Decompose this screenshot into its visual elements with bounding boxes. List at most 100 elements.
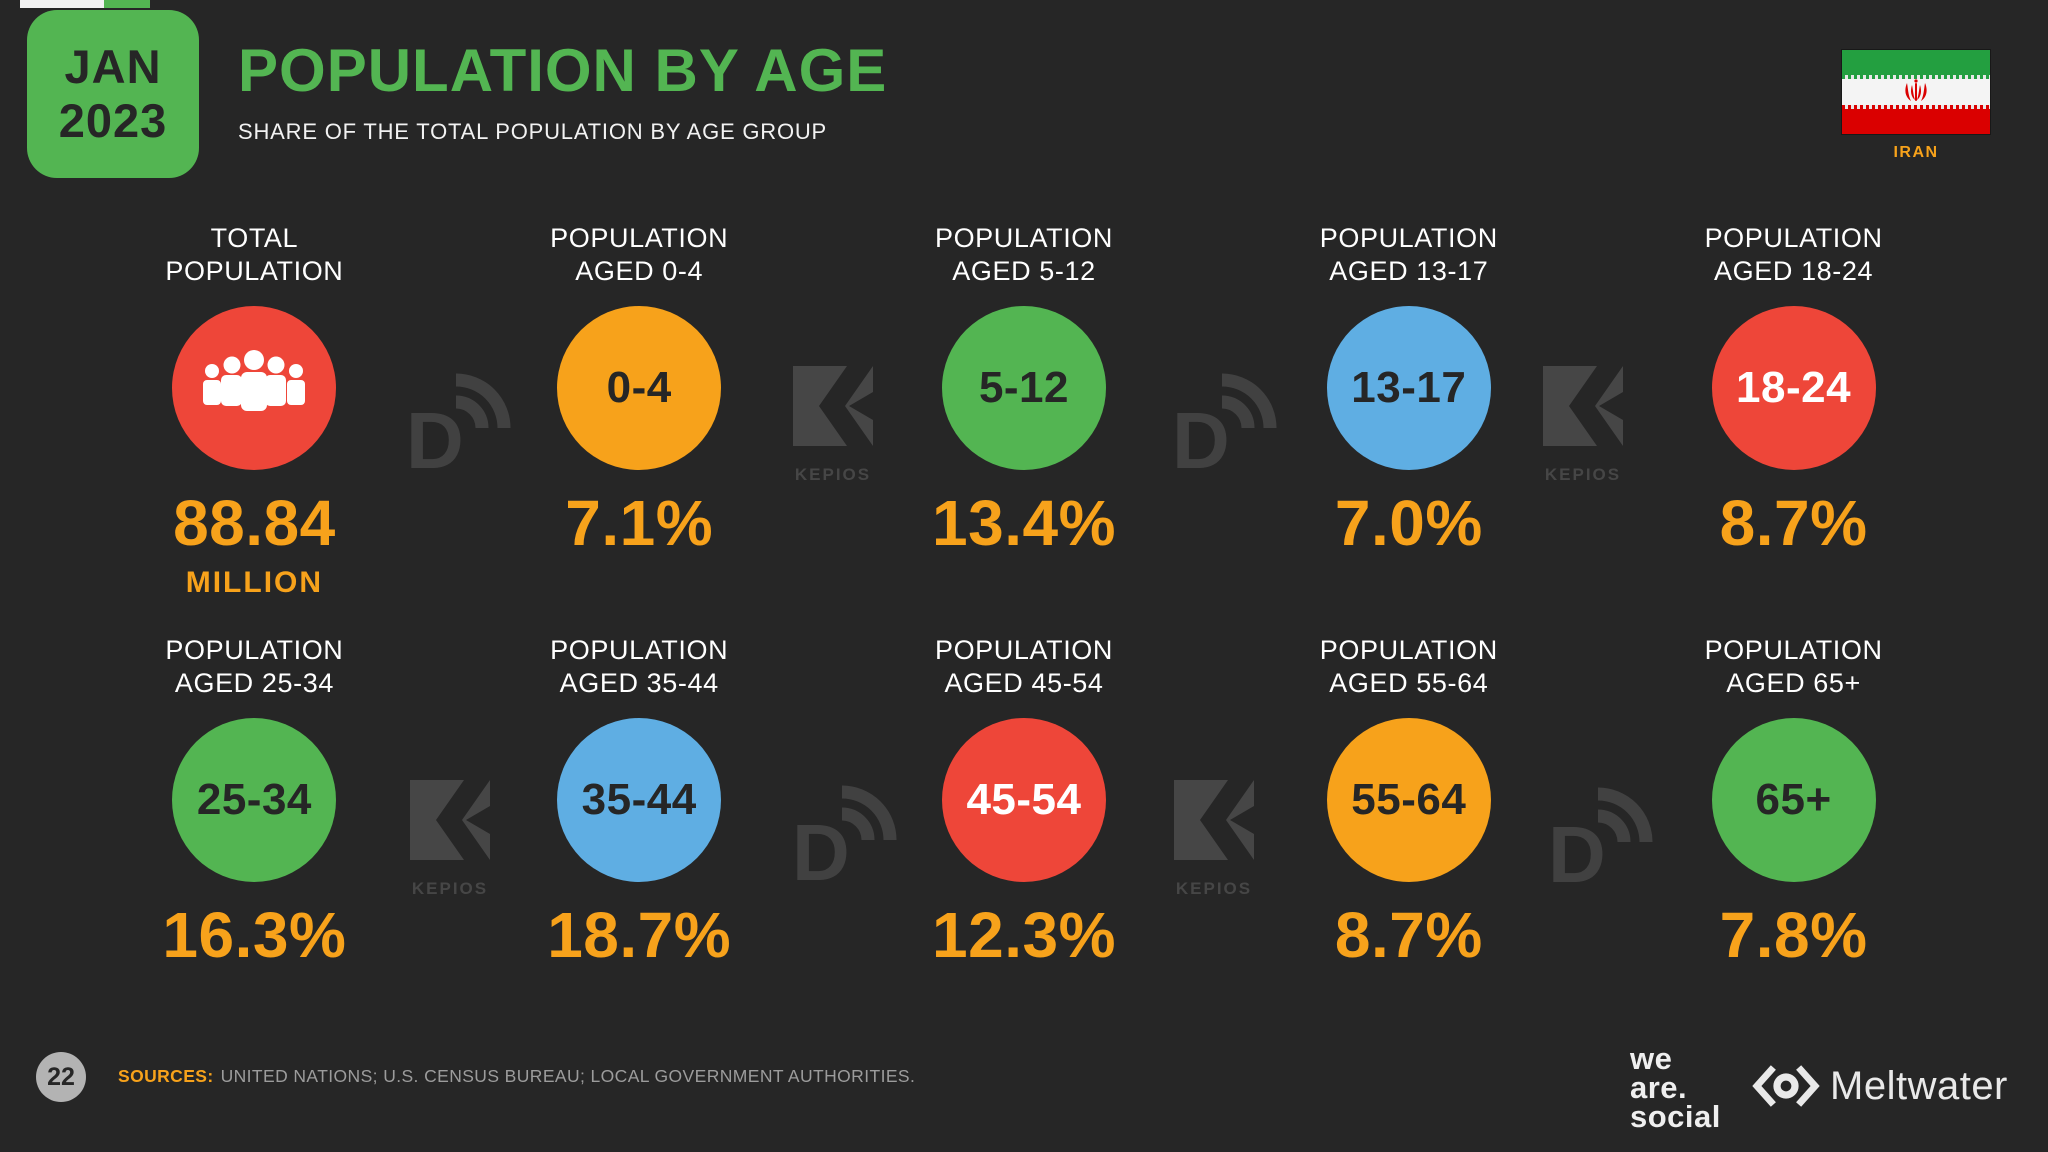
stat-card-total-population: TOTAL POPULATION 88.84 MILLION: [62, 212, 447, 624]
card-title-line: AGED 5-12: [952, 256, 1096, 286]
stat-value-unit: MILLION: [185, 566, 324, 599]
country-block: IRAN: [1842, 50, 1990, 162]
card-title: POPULATION AGED 5-12: [935, 212, 1113, 288]
stat-circle: 0-4: [557, 306, 722, 470]
sources-line: SOURCES: UNITED NATIONS; U.S. CENSUS BUR…: [118, 1066, 915, 1087]
card-title-line: AGED 55-64: [1329, 668, 1489, 698]
date-badge: JAN 2023: [27, 10, 199, 178]
circle-label: 0-4: [606, 363, 672, 412]
card-title: POPULATION AGED 55-64: [1320, 624, 1498, 700]
stat-value: 8.7%: [1719, 487, 1868, 559]
circle-label: 45-54: [966, 775, 1082, 824]
page-title: POPULATION BY AGE: [238, 37, 888, 104]
kepios-watermark-label: KEPIOS: [1545, 465, 1621, 484]
sources-text: UNITED NATIONS; U.S. CENSUS BUREAU; LOCA…: [220, 1066, 916, 1086]
stat-card-aged-65-plus: POPULATION AGED 65+ 65+ 7.8%: [1601, 624, 1986, 972]
meltwater-logo: Meltwater: [1752, 1062, 2008, 1110]
circle-label: 13-17: [1351, 363, 1467, 412]
card-title: POPULATION AGED 18-24: [1705, 212, 1883, 288]
stat-value: 7.0%: [1334, 487, 1483, 559]
card-title: POPULATION AGED 35-44: [550, 624, 728, 700]
kepios-watermark-label: KEPIOS: [412, 879, 488, 898]
stat-circle: 65+: [1711, 718, 1876, 882]
circle-label: 25-34: [196, 775, 312, 824]
top-edge-sliver-white: [20, 0, 104, 8]
meltwater-label: Meltwater: [1830, 1063, 2008, 1108]
card-title-line: AGED 45-54: [944, 668, 1104, 698]
card-title-line: POPULATION: [1319, 635, 1498, 665]
card-title: POPULATION AGED 45-54: [935, 624, 1113, 700]
stat-value: 12.3%: [932, 899, 1116, 971]
datareportal-watermark-icon: D: [1158, 368, 1278, 488]
country-label: IRAN: [1893, 144, 1939, 161]
page-number-badge: 22: [36, 1052, 86, 1102]
card-title-line: POPULATION: [1704, 635, 1883, 665]
stat-circle: [172, 306, 337, 470]
iran-emblem-icon: [1905, 79, 1927, 101]
people-icon: [203, 350, 306, 411]
stat-card-aged-25-34: POPULATION AGED 25-34 25-34 16.3%: [62, 624, 447, 972]
datareportal-watermark-icon: D: [778, 780, 898, 900]
kepios-watermark-label: KEPIOS: [1176, 879, 1252, 898]
circle-label: 65+: [1755, 775, 1832, 824]
card-title-line: POPULATION: [550, 635, 729, 665]
cards-row-1: TOTAL POPULATION 88.84 MILLION: [62, 212, 1986, 624]
card-title-line: POPULATION: [934, 223, 1114, 253]
stat-value: 88.84: [173, 487, 336, 559]
kepios-watermark: KEPIOS: [1159, 776, 1269, 900]
card-title: POPULATION AGED 65+: [1705, 624, 1883, 700]
stat-card-aged-45-54: POPULATION AGED 45-54 45-54 12.3%: [832, 624, 1217, 972]
card-title-line: AGED 35-44: [559, 668, 719, 698]
card-title-line: POPULATION: [550, 223, 729, 253]
card-title-line: POPULATION: [1319, 223, 1498, 253]
svg-text:D: D: [1172, 396, 1230, 485]
circle-label: 18-24: [1736, 363, 1852, 412]
datareportal-watermark-icon: D: [392, 368, 512, 488]
card-title-line: POPULATION: [1704, 223, 1883, 253]
stat-circle: 25-34: [172, 718, 337, 882]
card-title: POPULATION AGED 25-34: [165, 624, 343, 700]
stat-value: 7.1%: [565, 487, 714, 559]
stat-card-aged-5-12: POPULATION AGED 5-12 5-12 13.4%: [832, 212, 1217, 624]
card-title-line: AGED 18-24: [1714, 256, 1874, 286]
meltwater-eye-icon: [1752, 1065, 1820, 1107]
iran-flag-icon: [1842, 50, 1990, 134]
svg-text:D: D: [406, 396, 464, 485]
kepios-watermark-label: KEPIOS: [795, 465, 871, 484]
stat-card-aged-55-64: POPULATION AGED 55-64 55-64 8.7%: [1216, 624, 1601, 972]
date-year: 2023: [58, 94, 168, 147]
card-title-line: POPULATION: [165, 635, 344, 665]
title-block: POPULATION BY AGE SHARE OF THE TOTAL POP…: [238, 36, 887, 145]
stat-card-aged-0-4: POPULATION AGED 0-4 0-4 7.1%: [447, 212, 832, 624]
cards-row-2: POPULATION AGED 25-34 25-34 16.3% POPULA…: [62, 624, 1986, 972]
circle-label: 35-44: [581, 775, 697, 824]
stat-value: 16.3%: [162, 899, 347, 971]
circle-label: 55-64: [1351, 775, 1467, 824]
we-are-social-logo: we are. social: [1630, 1041, 1721, 1132]
stat-card-aged-18-24: POPULATION AGED 18-24 18-24 8.7%: [1601, 212, 1986, 624]
card-title: POPULATION AGED 13-17: [1320, 212, 1498, 288]
stat-circle: 5-12: [941, 306, 1106, 470]
svg-text:D: D: [1548, 810, 1606, 899]
stat-circle: 18-24: [1711, 306, 1876, 470]
we-are-social-line: are.: [1630, 1070, 1688, 1105]
circle-label: 5-12: [978, 363, 1070, 412]
datareportal-watermark-icon: D: [1534, 782, 1654, 902]
card-title-line: AGED 25-34: [174, 668, 334, 698]
kepios-watermark: KEPIOS: [395, 776, 505, 900]
card-title-line: TOTAL: [210, 223, 299, 253]
stat-value: 18.7%: [547, 899, 732, 971]
card-title: TOTAL POPULATION: [165, 212, 343, 288]
card-title-line: POPULATION: [934, 635, 1114, 665]
svg-text:D: D: [792, 808, 850, 897]
stat-value: 7.8%: [1719, 899, 1868, 971]
sources-label: SOURCES:: [118, 1066, 214, 1086]
card-title-line: AGED 13-17: [1329, 256, 1489, 286]
stat-cards-grid: TOTAL POPULATION 88.84 MILLION: [62, 212, 1986, 972]
we-are-social-line: we: [1630, 1041, 1673, 1076]
kepios-watermark: KEPIOS: [778, 362, 888, 486]
stat-card-aged-13-17: POPULATION AGED 13-17 13-17 7.0%: [1216, 212, 1601, 624]
page-subtitle: SHARE OF THE TOTAL POPULATION BY AGE GRO…: [238, 119, 828, 144]
page-number: 22: [47, 1062, 75, 1091]
stat-circle: 13-17: [1326, 306, 1491, 470]
